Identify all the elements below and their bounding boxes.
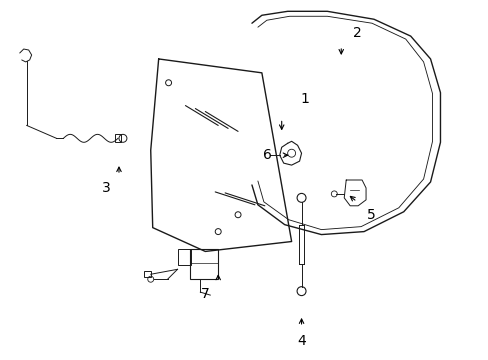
Text: 4: 4 bbox=[297, 334, 305, 348]
Text: 5: 5 bbox=[366, 208, 375, 222]
Text: 6: 6 bbox=[263, 148, 272, 162]
Bar bbox=[190, 249, 218, 279]
Bar bbox=[115, 134, 121, 142]
Text: 3: 3 bbox=[102, 181, 110, 195]
Text: 7: 7 bbox=[201, 287, 209, 301]
Text: 2: 2 bbox=[352, 26, 361, 40]
Text: 1: 1 bbox=[300, 92, 308, 105]
Bar bbox=[177, 249, 191, 265]
Bar bbox=[143, 271, 150, 277]
